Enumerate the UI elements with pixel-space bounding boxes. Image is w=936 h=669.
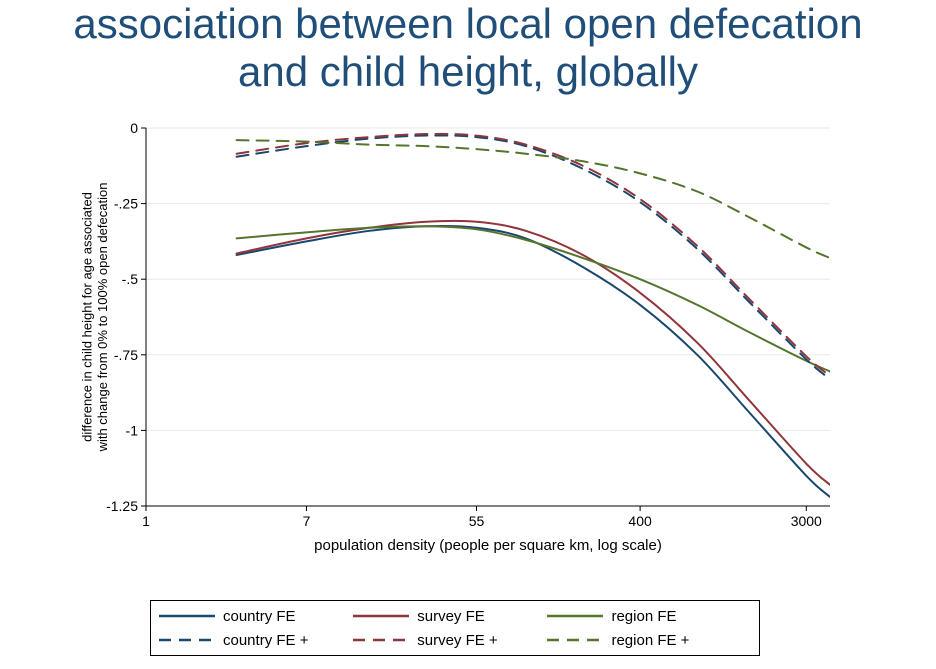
title-line2: and child height, globally [238,48,698,95]
legend-swatch [157,608,217,624]
legend-label: region FE [605,608,676,625]
legend-row: country FE survey FE region FE [157,608,753,625]
legend-item: survey FE + [351,632,545,649]
legend-swatch [545,608,605,624]
page-title: association between local open defecatio… [0,0,936,97]
y-tick-label: 0 [130,120,138,136]
legend-swatch [157,632,217,648]
legend-label: survey FE + [411,632,497,649]
line-chart: 1 7 55 400 3000 population density (people pe… [80,120,850,610]
y-axis-label: difference in child height for age assoc… [80,183,110,453]
legend-label: country FE [217,608,296,625]
x-tick-label: 3000 [791,513,822,529]
legend-item: region FE [545,608,753,625]
legend-row: country FE + survey FE + region FE + [157,632,753,649]
legend-label: region FE + [605,632,689,649]
legend-item: region FE + [545,632,753,649]
chart-area: 1 7 55 400 3000 population density (people pe… [80,120,850,610]
legend-label: survey FE [411,608,485,625]
x-tick-label: 400 [628,513,652,529]
legend-item: country FE + [157,632,351,649]
legend-item: country FE [157,608,351,625]
x-tick-label: 1 [142,513,150,529]
legend-swatch [351,608,411,624]
x-tick-label: 55 [469,513,485,529]
x-tick-label: 7 [303,513,311,529]
legend-label: country FE + [217,632,308,649]
y-tick-label: -.25 [114,196,138,212]
legend-swatch [545,632,605,648]
y-tick-label: -1.25 [106,498,138,514]
legend-item: survey FE [351,608,545,625]
legend-swatch [351,632,411,648]
y-tick-label: -.5 [122,271,139,287]
x-axis-label: population density (people per square km… [314,537,662,554]
y-tick-label: -1 [126,422,139,438]
title-line1: association between local open defecatio… [73,0,862,47]
y-tick-label: -.75 [114,347,138,363]
chart-legend: country FE survey FE region FE country FE +… [150,600,760,656]
